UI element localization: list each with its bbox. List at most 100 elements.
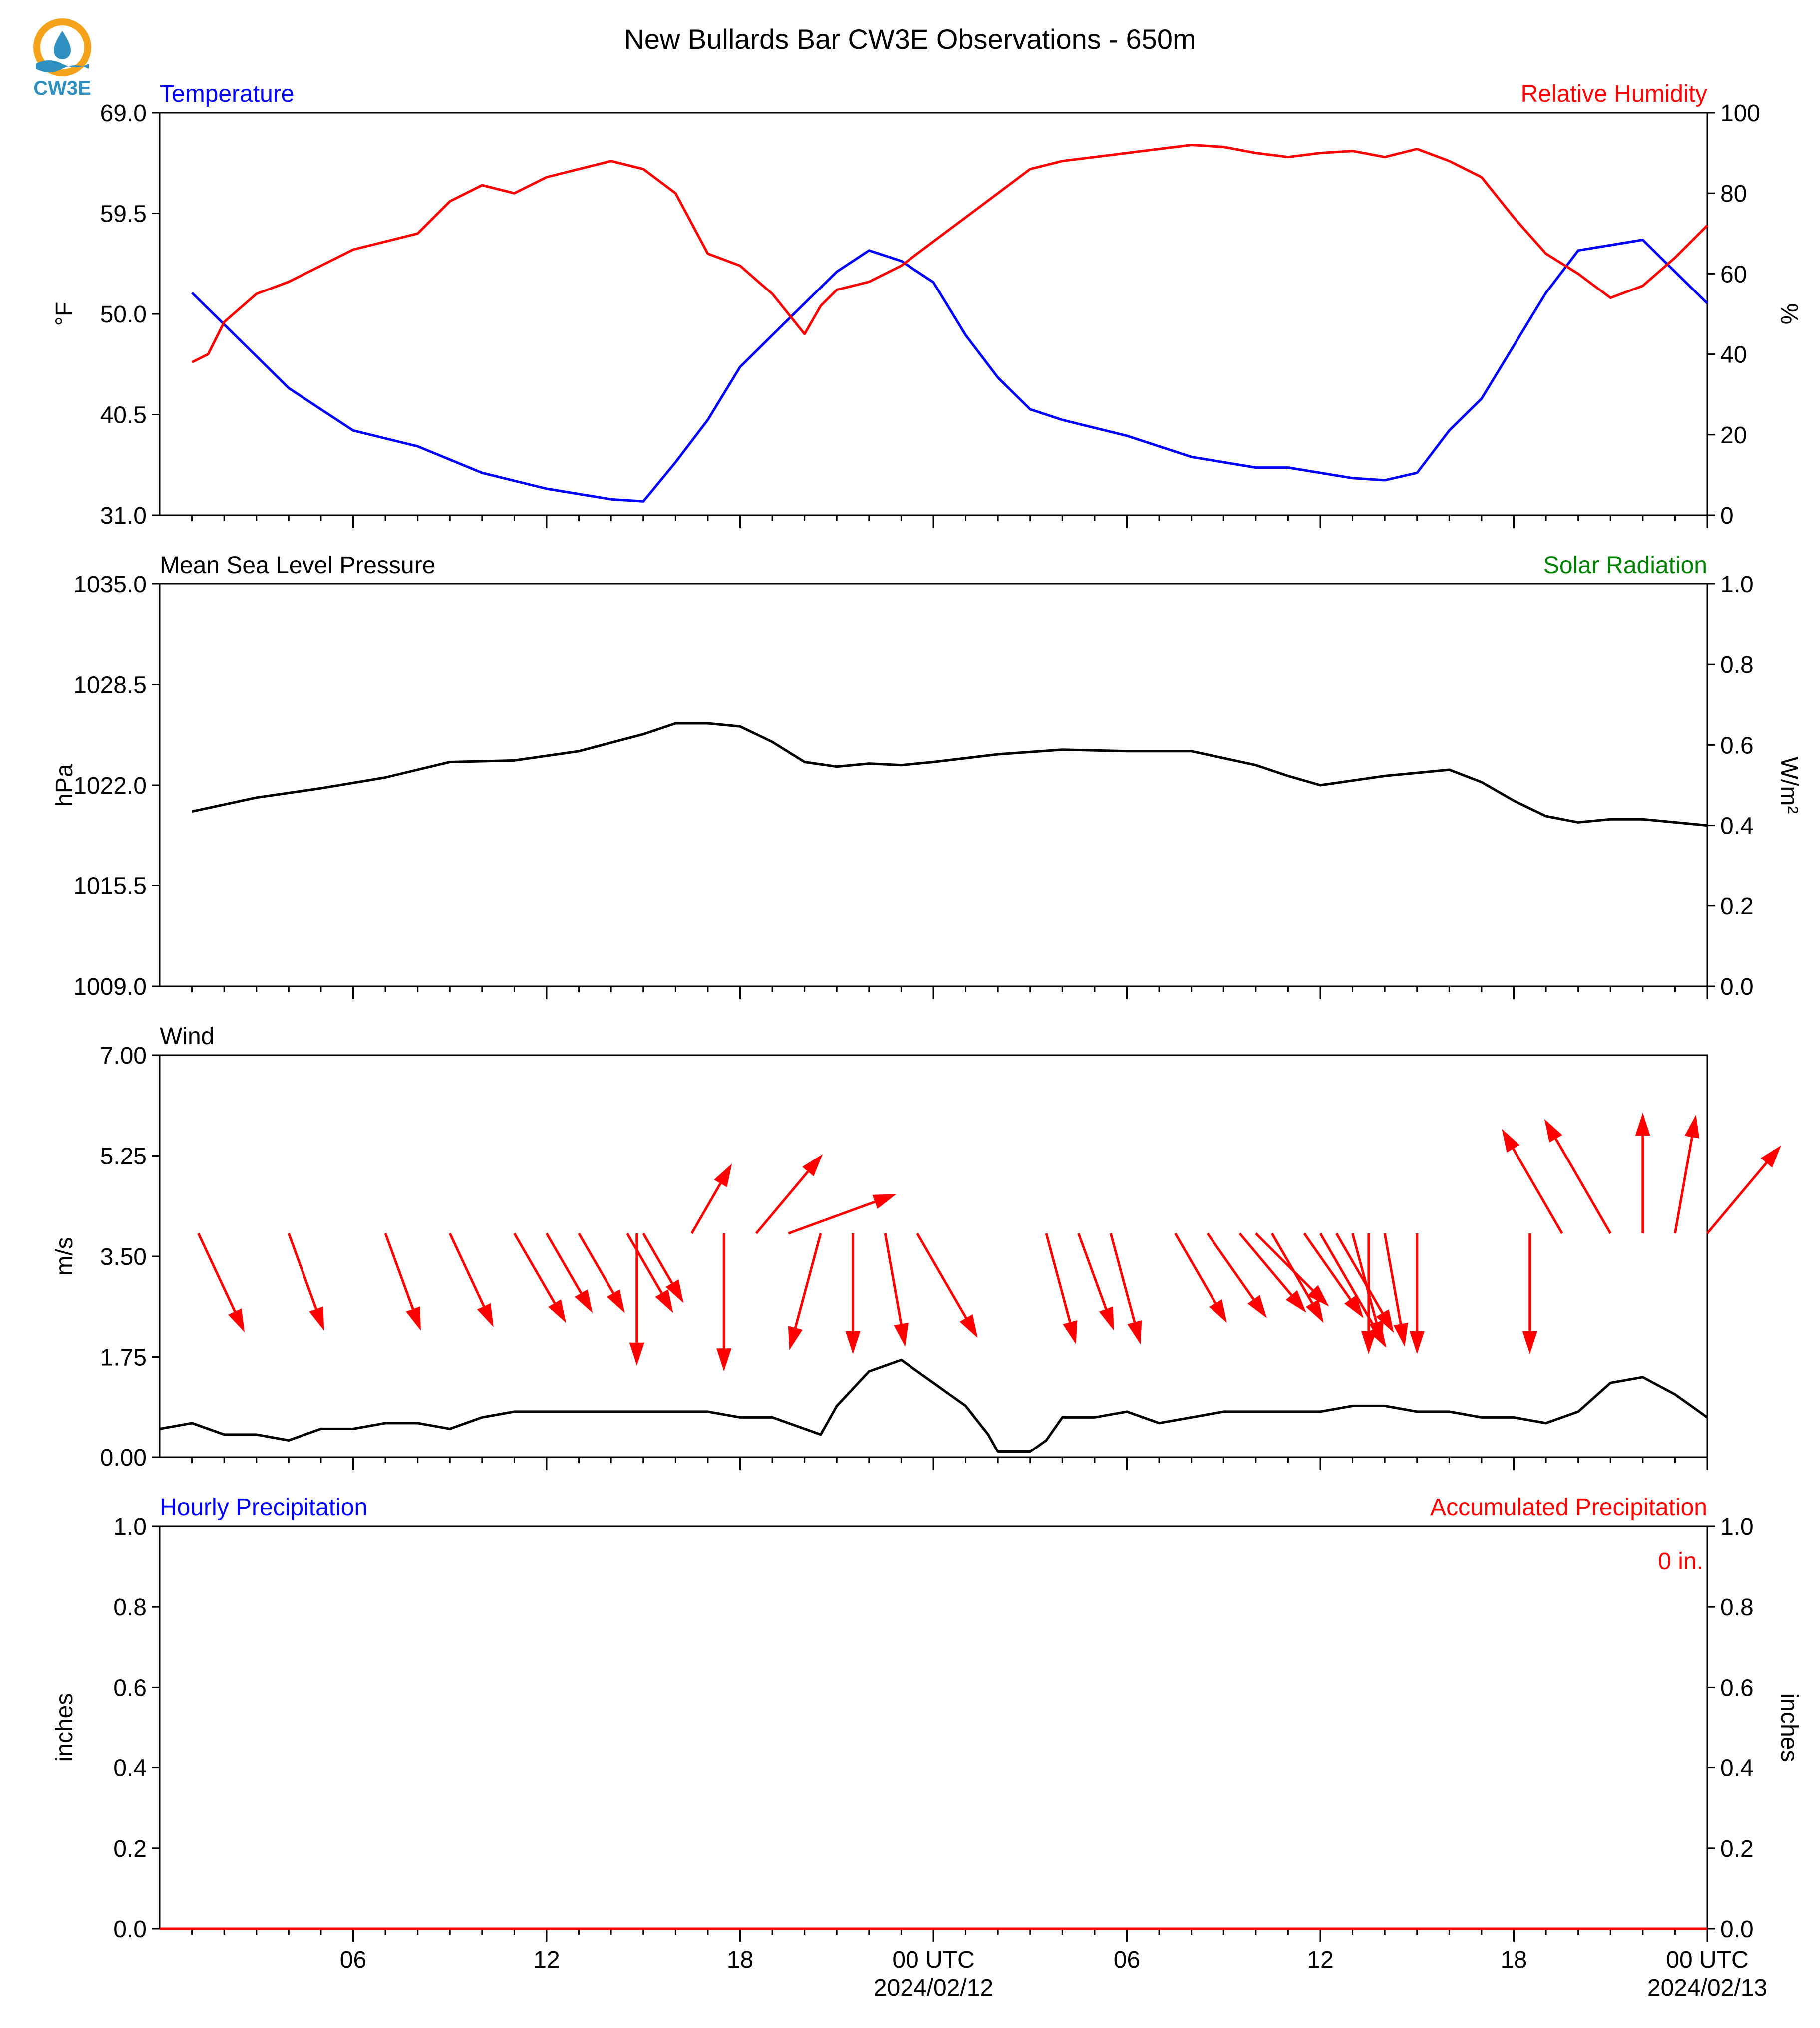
y-tick-label: 5.25 xyxy=(100,1144,147,1170)
wind-arrow-head xyxy=(607,1289,625,1313)
chart-title: New Bullards Bar CW3E Observations - 650… xyxy=(624,23,1196,55)
y-right-tick-label: 0.0 xyxy=(1720,1916,1754,1943)
wind-arrow-shaft xyxy=(1512,1148,1563,1234)
wind-arrow-shaft xyxy=(1255,1232,1314,1291)
y-right-tick-label: 100 xyxy=(1720,100,1760,127)
y-tick-label: 31.0 xyxy=(100,503,147,529)
wind-arrow-shaft xyxy=(1351,1233,1378,1323)
panel-4: Hourly Precipitation Accumulated Precipit… xyxy=(51,1494,1802,2001)
y-right-tick-label: 0.6 xyxy=(1720,732,1754,759)
wind-arrow-shaft xyxy=(1706,1162,1768,1234)
panel-label-left: Temperature xyxy=(160,81,294,107)
x-tick-label: 06 xyxy=(340,1947,366,1973)
wind-arrow-head xyxy=(1361,1331,1376,1354)
y-right-tick-label: 0.8 xyxy=(1720,652,1754,678)
series-line-relative-humidity xyxy=(191,144,1708,363)
y-tick-label: 0.0 xyxy=(113,1916,147,1943)
wind-arrow-shaft xyxy=(788,1200,876,1235)
panel-label-right: Solar Radiation xyxy=(1543,552,1707,579)
wind-arrow-head xyxy=(1063,1320,1078,1345)
x-tick-label: 06 xyxy=(1114,1947,1140,1973)
wind-arrow-shaft xyxy=(1077,1233,1108,1310)
wind-arrow-shaft xyxy=(1303,1232,1352,1300)
y-right-tick-label: 60 xyxy=(1720,261,1747,288)
y-right-tick-label: 0.2 xyxy=(1720,893,1754,920)
panel-label-right: Relative Humidity xyxy=(1521,81,1707,107)
wind-arrow-head xyxy=(575,1289,593,1313)
y-tick-label: 69.0 xyxy=(100,100,147,127)
y-tick-label: 59.5 xyxy=(100,201,147,228)
wind-arrow-shaft xyxy=(1174,1232,1217,1304)
panel-label-left: Mean Sea Level Pressure xyxy=(160,552,435,579)
wind-arrow-head xyxy=(1502,1129,1520,1153)
y-tick-label: 1028.5 xyxy=(73,672,147,699)
wind-arrow-head xyxy=(1393,1322,1408,1347)
wind-arrow-shaft xyxy=(755,1170,809,1234)
logo-text: CW3E xyxy=(33,77,91,99)
y-right-tick-label: 20 xyxy=(1720,422,1747,449)
accum-precip-value: 0 in. xyxy=(1658,1548,1703,1575)
x-tick-label: 18 xyxy=(1501,1947,1527,1973)
wind-arrow-shaft xyxy=(690,1182,722,1234)
y-right-tick-label: 40 xyxy=(1720,342,1747,368)
wind-arrow-shaft xyxy=(1554,1138,1612,1234)
panel-frame xyxy=(159,1054,1708,1458)
wind-arrow-head xyxy=(845,1331,861,1354)
y-tick-label: 1009.0 xyxy=(73,974,147,1000)
wind-arrow-shaft xyxy=(916,1232,967,1319)
y-tick-label: 7.00 xyxy=(100,1043,147,1069)
y-right-tick-label: 0.0 xyxy=(1720,974,1754,1000)
wind-arrow-head xyxy=(1522,1331,1537,1354)
wind-arrow-shaft xyxy=(1206,1232,1255,1300)
y-axis-label: hPa xyxy=(51,764,78,807)
wind-arrow-shaft xyxy=(545,1232,583,1294)
wind-arrow-head xyxy=(1127,1320,1142,1345)
y-tick-label: 0.8 xyxy=(113,1594,147,1621)
y-tick-label: 1035.0 xyxy=(73,572,147,598)
wind-arrow-head xyxy=(629,1342,644,1366)
series-line-wind xyxy=(159,1358,1708,1453)
wind-arrow-head xyxy=(1285,1290,1306,1313)
panel-label-right: Accumulated Precipitation xyxy=(1430,1494,1707,1521)
wind-arrow-shaft xyxy=(1270,1232,1313,1304)
panel-label-left: Hourly Precipitation xyxy=(160,1494,367,1521)
panel-2: Mean Sea Level Pressure Solar Radiation 10… xyxy=(51,552,1802,1000)
wind-arrow-shaft xyxy=(513,1232,556,1304)
y-right-tick-label: 0.2 xyxy=(1720,1836,1754,1862)
wind-arrow-shaft xyxy=(1045,1233,1072,1323)
y-axis-label: °F xyxy=(51,302,78,326)
y-tick-label: 1022.0 xyxy=(73,773,147,799)
wind-arrow-shaft xyxy=(1383,1233,1402,1324)
wind-arrow-head xyxy=(894,1322,909,1347)
series-line-mean-sea-level-pressure xyxy=(192,722,1708,827)
wind-arrow-head xyxy=(1376,1309,1394,1333)
wind-arrow-shaft xyxy=(1109,1233,1136,1323)
wind-arrow-head xyxy=(477,1303,494,1327)
wind-arrow-shaft xyxy=(197,1232,236,1312)
wind-arrow-head xyxy=(1209,1299,1227,1323)
wind-arrow-head xyxy=(802,1154,823,1177)
x-tick-label: 00 UTC xyxy=(1666,1947,1748,1973)
wind-arrow-head xyxy=(1305,1299,1324,1323)
x-tick-label: 18 xyxy=(727,1947,753,1973)
cw3e-logo: CW3E xyxy=(33,18,91,99)
panel-label-left: Wind xyxy=(160,1023,214,1050)
wind-arrow-shaft xyxy=(287,1233,317,1310)
panel-1: Temperature Relative Humidity 69.0 59.5 50.0… xyxy=(51,81,1802,529)
wind-arrow-head xyxy=(959,1314,978,1338)
wind-arrow-head xyxy=(788,1326,803,1350)
wind-arrow-head xyxy=(1344,1295,1364,1318)
wind-arrow-shaft xyxy=(1335,1232,1384,1314)
y-tick-label: 1015.5 xyxy=(73,873,147,900)
y-right-tick-label: 0.8 xyxy=(1720,1594,1754,1621)
y-tick-label: 3.50 xyxy=(100,1244,147,1270)
y-tick-label: 0.6 xyxy=(113,1675,147,1701)
x-tick-label: 12 xyxy=(1307,1947,1333,1973)
panel-frame xyxy=(159,583,1708,987)
wind-arrow-shaft xyxy=(384,1233,414,1310)
y-right-tick-label: 0.4 xyxy=(1720,813,1754,840)
wind-arrow-head xyxy=(872,1194,897,1209)
wind-arrow-head xyxy=(228,1308,245,1333)
wind-arrow-shaft xyxy=(448,1232,485,1307)
